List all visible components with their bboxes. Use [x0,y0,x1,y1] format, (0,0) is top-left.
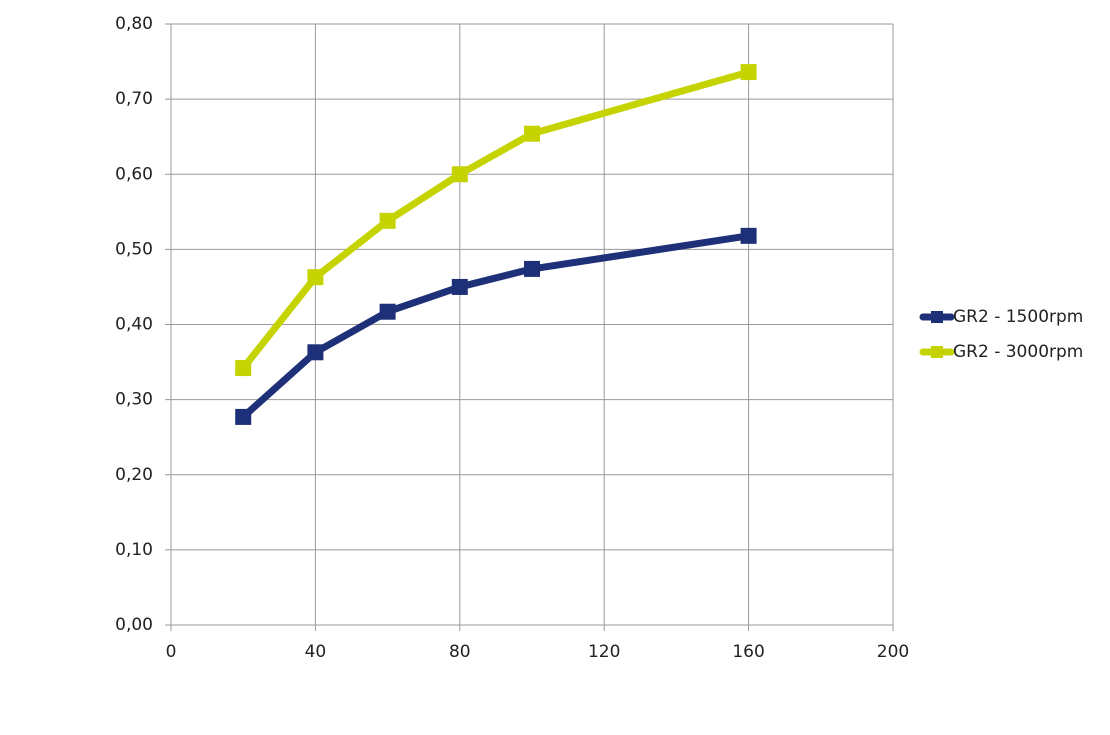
y-tick-label: 0,80 [115,14,153,34]
y-tick-label: 0,30 [115,390,153,410]
x-tick-label: 80 [449,642,471,662]
marker [307,344,324,361]
x-tick-label: 0 [166,642,177,662]
marker [307,269,324,286]
y-tick-label: 0,10 [115,540,153,560]
y-tick-label: 0,70 [115,89,153,109]
series-line [239,232,753,421]
marker [451,278,468,295]
marker [740,227,757,244]
marker [524,260,540,277]
series-line [239,68,753,372]
y-tick-label: 0,00 [115,615,153,635]
y-tick-label: 0,60 [115,164,153,184]
marker [740,64,757,81]
marker [235,408,252,425]
marker [235,360,252,377]
x-tick-label: 120 [588,642,620,662]
x-tick-label: 160 [732,642,764,662]
marker [451,166,468,183]
marker [379,212,396,229]
x-tick-label: 40 [305,642,327,662]
marker [379,303,396,320]
legend-label: GR2 - 1500rpm [953,307,1083,327]
legend-marker [931,311,943,323]
y-tick-label: 0,20 [115,465,153,485]
y-tick-label: 0,40 [115,315,153,335]
marker [524,125,540,142]
legend-label: GR2 - 3000rpm [953,342,1083,362]
legend-marker [931,346,943,358]
x-tick-label: 200 [877,642,909,662]
y-tick-label: 0,50 [115,239,153,259]
